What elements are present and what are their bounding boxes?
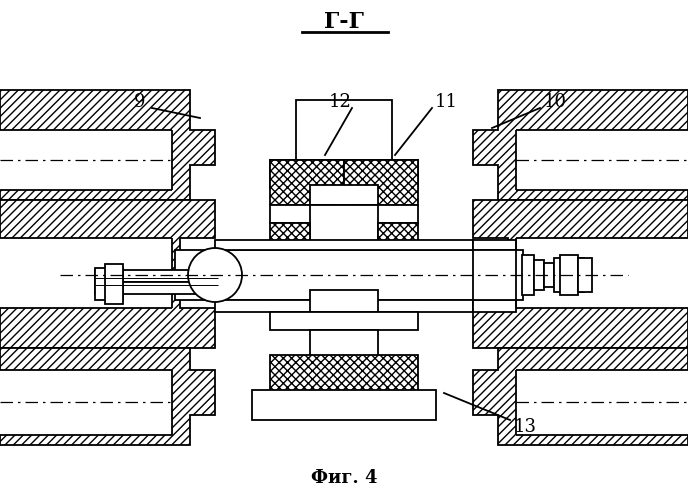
Bar [215, 240, 473, 250]
Polygon shape [270, 160, 344, 205]
Text: Г-Г: Г-Г [324, 11, 364, 33]
Bar [0, 238, 172, 308]
Bar [95, 270, 217, 282]
Bar [578, 258, 592, 292]
Bar [296, 100, 392, 160]
Text: 11: 11 [435, 93, 458, 111]
Bar [516, 370, 688, 435]
Bar [350, 205, 418, 223]
Polygon shape [0, 90, 215, 200]
Text: 10: 10 [544, 93, 566, 111]
Bar [544, 263, 554, 287]
Bar [522, 255, 534, 295]
Bar [252, 390, 436, 420]
Text: 13: 13 [513, 418, 537, 436]
Polygon shape [378, 223, 418, 290]
Bar [554, 265, 584, 285]
Bar [270, 355, 418, 393]
Bar [516, 238, 688, 308]
Polygon shape [473, 200, 688, 348]
Bar [0, 370, 172, 435]
Bar [270, 205, 338, 223]
Bar [473, 250, 523, 300]
Polygon shape [270, 223, 310, 290]
Text: Фиг. 4: Фиг. 4 [311, 469, 377, 487]
Bar [175, 250, 515, 300]
Bar [310, 290, 378, 312]
Bar [95, 282, 217, 294]
Polygon shape [0, 200, 215, 348]
Bar [534, 260, 544, 290]
Bar [0, 130, 172, 190]
Bar [105, 264, 123, 304]
Bar [270, 312, 418, 330]
Bar [215, 300, 473, 312]
Bar [95, 268, 123, 300]
Bar [473, 300, 516, 312]
Bar [554, 258, 584, 292]
Bar [310, 185, 378, 205]
Bar [560, 255, 578, 295]
Bar [310, 205, 378, 290]
Bar [270, 160, 418, 188]
Polygon shape [473, 348, 688, 445]
Polygon shape [344, 160, 418, 205]
Polygon shape [473, 90, 688, 200]
Bar [473, 240, 516, 250]
Circle shape [188, 248, 242, 302]
Polygon shape [0, 348, 215, 445]
Bar [516, 130, 688, 190]
Bar [310, 330, 378, 358]
Text: 9: 9 [134, 93, 146, 111]
Text: 12: 12 [329, 93, 352, 111]
